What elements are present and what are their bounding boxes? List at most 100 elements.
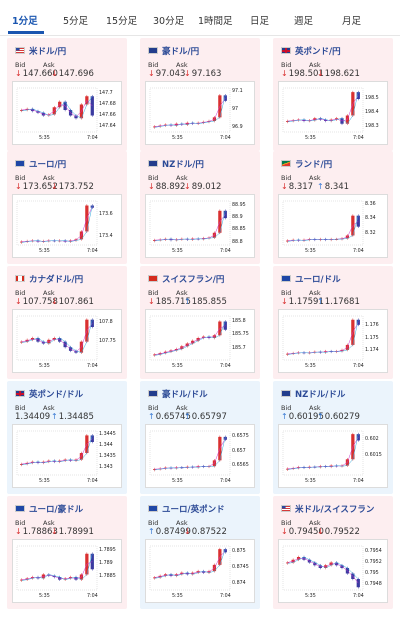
currency-card[interactable]: 米ドル/スイスフラン Bid Ask ↓0.79450 ↓0.79522 0.7… [273, 496, 393, 609]
pair-title[interactable]: 豪ドル/円 [148, 45, 199, 57]
plot-frame [149, 87, 231, 133]
tab-15min[interactable]: 15分足 [106, 16, 138, 27]
currency-card[interactable]: ランド/円 Bid Ask ↓8.317 ↑8.341 8.36 8.34 8.32… [273, 151, 393, 264]
pair-name: ユーロ/豪ドル [29, 505, 84, 515]
mini-candle-chart[interactable]: 1.7895 1.789 1.7885 5:35 7:04 [12, 539, 122, 603]
currency-card[interactable]: スイスフラン/円 Bid Ask ↓185.715 ↑185.855 185.8… [140, 266, 260, 379]
mini-candle-chart[interactable]: 1.176 1.175 1.174 5:35 7:04 [278, 309, 388, 373]
pair-title[interactable]: 豪ドル/ドル [148, 388, 208, 400]
ask-label: Ask [176, 61, 188, 69]
pair-title[interactable]: 米ドル/円 [15, 45, 66, 57]
ask-label: Ask [309, 289, 321, 297]
currency-card[interactable]: ユーロ/ドル Bid Ask ↓1.17591 ↑1.17681 1.176 1.… [273, 266, 393, 379]
pair-title[interactable]: NZドル/円 [148, 158, 204, 170]
y-tick-label: 147.66 [99, 112, 116, 118]
arrow-up-icon: ↑ [51, 412, 58, 421]
currency-card[interactable]: ユーロ/英ポンド Bid Ask ↑0.87499 ↓0.87522 0.875… [140, 496, 260, 609]
pair-title[interactable]: スイスフラン/円 [148, 273, 224, 285]
moving-average-line-2 [287, 92, 359, 125]
mini-candle-chart[interactable]: 198.5 198.4 198.3 5:35 7:04 [278, 81, 388, 145]
bid-label: Bid [15, 519, 26, 527]
ask-price: ↓0.87522 [184, 527, 227, 537]
chart-svg [282, 315, 364, 361]
bid-value: 147.660 [22, 69, 58, 79]
tab-5min[interactable]: 5分足 [63, 16, 89, 27]
pair-title[interactable]: ユーロ/英ポンド [148, 503, 225, 515]
plot-frame [16, 430, 98, 476]
mini-candle-chart[interactable]: 185.8 185.75 185.7 5:35 7:04 [145, 309, 255, 373]
candle [20, 110, 24, 111]
y-tick-label: 0.657 [232, 448, 246, 454]
mini-candle-chart[interactable]: 0.6575 0.657 0.6565 5:35 7:04 [145, 424, 255, 488]
currency-card[interactable]: NZドル/ドル Bid Ask ↑0.60195 ↑0.60279 0.602 0… [273, 381, 393, 494]
tab-30min[interactable]: 30分足 [153, 16, 185, 27]
pair-title[interactable]: ユーロ/豪ドル [15, 503, 83, 515]
tab-1min[interactable]: 1分足 [12, 16, 38, 27]
pair-title[interactable]: 英ポンド/ドル [15, 388, 83, 400]
ask-value: 1.78991 [58, 527, 94, 537]
mini-candle-chart[interactable]: 147.7 147.68 147.66 147.64 5:35 7:04 [12, 81, 122, 145]
tab-weekly[interactable]: 週足 [294, 16, 314, 27]
x-tick-label: 5:35 [305, 364, 316, 369]
tab-1hour[interactable]: 1時間足 [198, 16, 233, 27]
currency-card[interactable]: ユーロ/円 Bid Ask ↓173.652 ↓173.752 173.6 173… [7, 151, 127, 264]
au-flag-icon [148, 390, 158, 397]
pair-name: 豪ドル/ドル [162, 390, 208, 400]
bid-value: 1.17591 [288, 297, 324, 307]
x-tick-label: 7:04 [353, 249, 364, 254]
ask-value: 198.621 [324, 69, 360, 79]
plot-frame [149, 200, 231, 246]
plot-frame [16, 200, 98, 246]
arrow-up-icon: ↑ [184, 412, 191, 421]
candle [286, 468, 290, 470]
mini-candle-chart[interactable]: 173.6 173.4 5:35 7:04 [12, 194, 122, 258]
x-tick-label: 7:04 [220, 479, 231, 484]
ask-value: 185.855 [191, 297, 227, 307]
currency-card[interactable]: 英ポンド/円 Bid Ask ↓198.501 ↓198.621 198.5 19… [273, 38, 393, 151]
currency-card[interactable]: 豪ドル/円 Bid Ask ↓97.043 ↓97.163 97.1 97 96.9… [140, 38, 260, 151]
mini-candle-chart[interactable]: 1.3445 1.344 1.3435 1.343 5:35 7:04 [12, 424, 122, 488]
ask-price: ↑185.855 [184, 297, 227, 307]
ask-price: ↑0.60279 [317, 412, 360, 422]
pair-title[interactable]: 英ポンド/円 [281, 45, 341, 57]
active-tab-indicator [8, 31, 44, 34]
pair-title[interactable]: NZドル/ドル [281, 388, 345, 400]
y-tick-label: 88.95 [232, 202, 246, 208]
currency-card[interactable]: 英ポンド/ドル Bid Ask 1.34409 ↑1.34485 1.3445 1… [7, 381, 127, 494]
currency-card[interactable]: 豪ドル/ドル Bid Ask ↑0.65745 ↑0.65797 0.6575 0… [140, 381, 260, 494]
currency-card[interactable]: NZドル/円 Bid Ask ↓88.892 ↓89.012 88.95 88.9… [140, 151, 260, 264]
mini-candle-chart[interactable]: 97.1 97 96.9 5:35 7:04 [145, 81, 255, 145]
mini-candle-chart[interactable]: 107.8 107.75 5:35 7:04 [12, 309, 122, 373]
bid-label: Bid [148, 519, 159, 527]
mini-candle-chart[interactable]: 0.602 0.6015 5:35 7:04 [278, 424, 388, 488]
currency-card[interactable]: カナダドル/円 Bid Ask ↓107.758 ↓107.861 107.8 1… [7, 266, 127, 379]
currency-card[interactable]: ユーロ/豪ドル Bid Ask ↓1.78863 ↓1.78991 1.7895… [7, 496, 127, 609]
tab-monthly[interactable]: 月足 [342, 16, 362, 27]
mini-candle-chart[interactable]: 0.7954 0.7952 0.795 0.7948 5:35 7:04 [278, 539, 388, 603]
candle [223, 436, 227, 440]
mini-candle-chart[interactable]: 88.95 88.9 88.85 88.8 5:35 7:04 [145, 194, 255, 258]
arrow-down-icon: ↓ [148, 69, 155, 78]
mini-candle-chart[interactable]: 0.875 0.8745 0.874 5:35 7:04 [145, 539, 255, 603]
currency-card[interactable]: 米ドル/円 Bid Ask ↓147.660 ↓147.696 147.7 147… [7, 38, 127, 151]
eu-flag-icon [15, 505, 25, 512]
pair-title[interactable]: カナダドル/円 [15, 273, 83, 285]
uk-flag-icon [15, 390, 25, 397]
y-tick-label: 0.6015 [365, 453, 382, 459]
candle [20, 464, 24, 465]
bid-value: 88.892 [155, 182, 186, 192]
pair-title[interactable]: ユーロ/円 [15, 158, 66, 170]
pair-title[interactable]: ランド/円 [281, 158, 332, 170]
x-tick-label: 5:35 [305, 479, 316, 484]
pair-title[interactable]: ユーロ/ドル [281, 273, 341, 285]
tab-daily[interactable]: 日足 [250, 16, 270, 27]
pair-title[interactable]: 米ドル/スイスフラン [281, 503, 374, 515]
mini-candle-chart[interactable]: 8.36 8.34 8.32 5:35 7:04 [278, 194, 388, 258]
y-tick-label: 97.1 [232, 88, 243, 94]
bid-price: ↓1.78863 [15, 527, 58, 537]
bid-price: ↓147.660 [15, 69, 58, 79]
ask-price: ↓198.621 [317, 69, 360, 79]
candle [153, 354, 157, 356]
nz-flag-icon [148, 160, 158, 167]
y-tick-label: 173.6 [99, 211, 113, 217]
